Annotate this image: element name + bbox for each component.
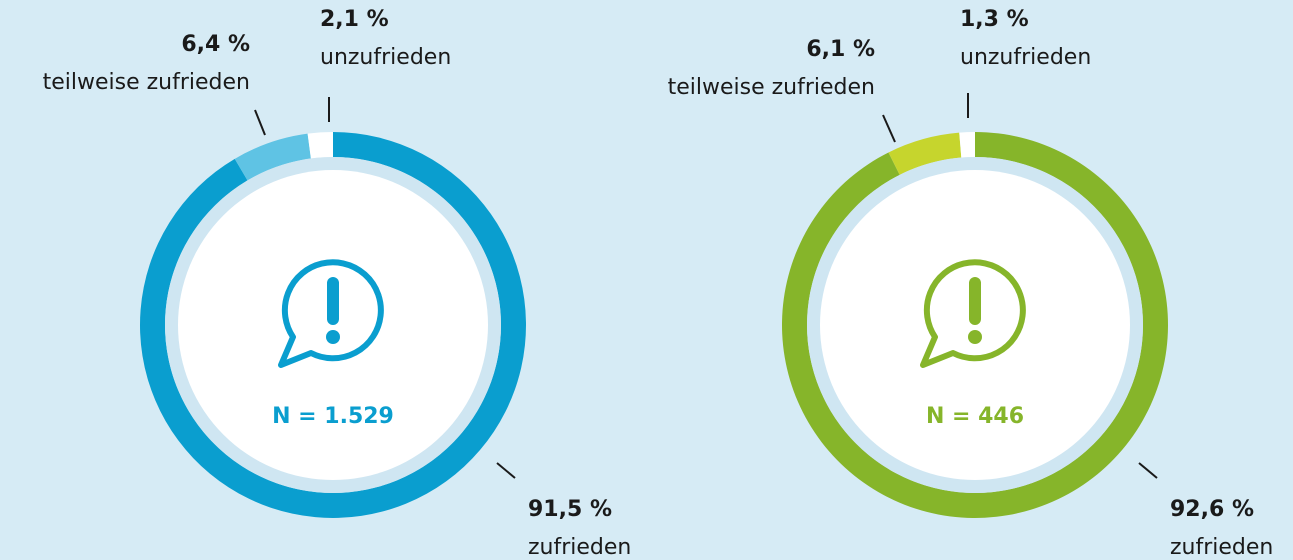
category-label: unzufrieden	[320, 45, 451, 70]
leader-line	[882, 114, 896, 143]
value-label: 6,1 %	[806, 37, 875, 62]
category-label: teilweise zufrieden	[668, 75, 875, 100]
category-label: zufrieden	[1170, 535, 1273, 560]
category-label: teilweise zufrieden	[43, 70, 250, 95]
value-label: 1,3 %	[960, 7, 1029, 32]
exclamation-dot	[968, 330, 982, 344]
donut-segment	[307, 132, 333, 159]
speech-bubble-icon	[278, 259, 384, 368]
exclamation-dot	[326, 330, 340, 344]
value-label: 91,5 %	[528, 497, 612, 522]
donut-segment	[959, 132, 975, 158]
leader-line	[254, 109, 266, 136]
center-label: N = 1.529	[272, 404, 394, 429]
category-label: zufrieden	[528, 535, 631, 560]
speech-bubble-icon	[920, 259, 1026, 368]
donut-segment	[234, 133, 311, 181]
value-label: 6,4 %	[181, 32, 250, 57]
value-label: 92,6 %	[1170, 497, 1254, 522]
value-label: 2,1 %	[320, 7, 389, 32]
leader-line	[1138, 462, 1158, 479]
category-label: unzufrieden	[960, 45, 1091, 70]
center-label: N = 446	[926, 404, 1024, 429]
leader-line	[496, 462, 516, 479]
donut-segment	[888, 132, 962, 175]
